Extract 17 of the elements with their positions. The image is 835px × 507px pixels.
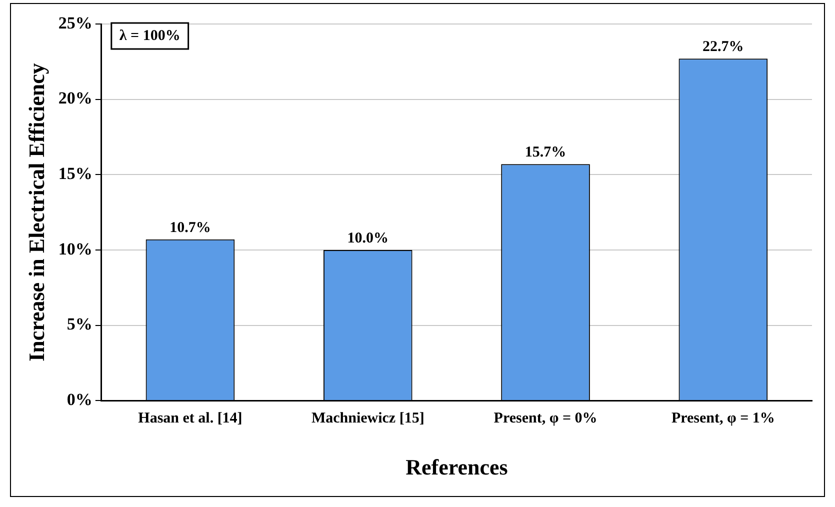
y-tick-label: 25% xyxy=(58,13,92,32)
x-tick-label: Machniewicz [15] xyxy=(311,410,424,426)
data-label: 22.7% xyxy=(702,39,744,56)
y-tick-label: 20% xyxy=(58,88,92,108)
data-label: 10.7% xyxy=(170,220,211,236)
x-tick-label: Hasan et al. [14] xyxy=(138,410,242,426)
data-label: 10.0% xyxy=(347,230,388,246)
annotation: λ = 100% xyxy=(119,28,180,44)
y-tick-label: 10% xyxy=(58,239,92,258)
y-tick-label: 5% xyxy=(66,314,92,334)
x-axis-title: References xyxy=(406,454,508,480)
x-tick-label: Present, φ = 0% xyxy=(494,410,598,426)
y-tick-label: 0% xyxy=(66,390,92,409)
data-label: 15.7% xyxy=(524,144,566,160)
y-tick-label: 15% xyxy=(58,164,92,184)
x-tick-label: Present, φ = 1% xyxy=(671,410,775,426)
y-axis-title: Increase in Electrical Efficiency xyxy=(24,63,49,362)
